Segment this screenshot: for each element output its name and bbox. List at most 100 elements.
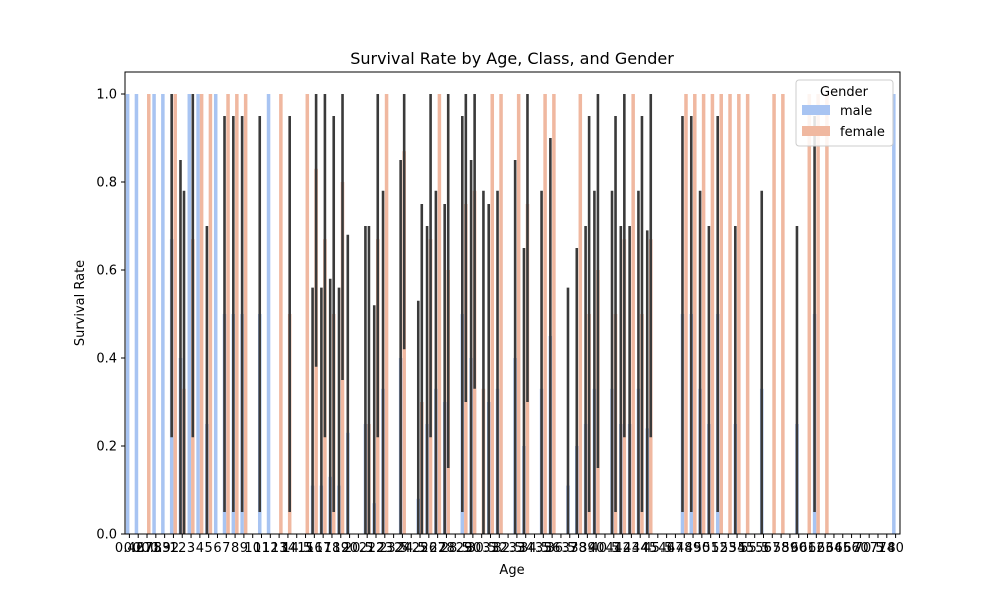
x-tick-label: 35 [535,541,552,556]
x-tick-label: 66 [843,541,860,556]
x-tick-label: 23.5 [379,541,408,556]
bar-female-51 [578,94,583,534]
x-tick-label: 39 [579,541,596,556]
x-tick-label: 36 [544,541,561,556]
x-tick-label: 64 [826,541,843,556]
x-tick-label: 45 [641,541,658,556]
x-tick-label: 0.83 [141,541,170,556]
bar-female-67 [719,94,723,534]
x-tick-label: 4 [196,541,204,556]
bar-female-17 [279,94,283,534]
x-tick-label: 22 [368,541,385,556]
x-tick-label: 24 [394,541,411,556]
x-axis-ticks: 0.420.670.750.830.921 2 3 4 5 6 7 8 910111213141… [115,534,904,556]
bar-female-8 [199,94,204,534]
bar-female-63 [684,94,688,534]
x-tick-label: 20 [341,541,358,556]
x-tick-label: 0.42 [115,541,144,556]
y-tick-label: 0.4 [96,352,117,367]
y-axis-ticks: 0.0 0.2 0.4 0.6 0.8 1.0 [96,88,125,543]
x-tick-label: 28 [438,541,455,556]
bar-male-8 [196,94,200,534]
x-tick-label: 26 [421,541,438,556]
bar-female-79 [825,94,829,534]
bar-female-13 [243,94,248,534]
chart-title: Survival Rate by Age, Class, and Gender [350,49,674,68]
x-tick-label: 31 [482,541,499,556]
x-tick-label: 13 [271,541,288,556]
bar-female-70 [745,94,750,534]
x-tick-label: 12 [262,541,279,556]
x-tick-label: 3 [187,541,195,556]
bar-male-1 [134,94,139,534]
x-tick-label: 80 [887,541,904,556]
x-tick-label: 20.5 [344,541,373,556]
x-tick-label: 15 [297,541,314,556]
x-tick-label: 45.5 [643,541,672,556]
bar-male-87 [892,94,896,534]
x-tick-label: 10 [244,541,261,556]
bar-male-16 [266,94,271,534]
x-tick-label: 53 [720,541,737,556]
x-tick-label: 5 [205,541,213,556]
x-tick-label: 34.5 [520,541,549,556]
x-tick-label: 32.5 [494,541,523,556]
bar-female-69 [737,94,741,534]
x-tick-label: 33 [509,541,526,556]
x-tick-label: 37 [561,541,578,556]
x-tick-label: 19 [332,541,349,556]
y-axis-label: Survival Rate [73,260,88,346]
bar-female-78 [816,94,820,534]
x-tick-label: 29 [456,541,473,556]
x-tick-label: 16 [306,541,323,556]
x-tick-label: 9 [240,541,248,556]
legend-label-male: male [840,104,872,119]
x-tick-label: 56 [755,541,772,556]
x-tick-label: 43 [623,541,640,556]
legend-swatch-female [802,126,830,136]
bar-female-5 [173,94,177,534]
x-tick-label: 0.92 [150,541,179,556]
x-tick-label: 57 [764,541,781,556]
x-tick-label: 25 [412,541,429,556]
x-tick-label: 32 [491,541,508,556]
x-tick-label: 44 [632,541,649,556]
x-tick-label: 48 [676,541,693,556]
x-tick-label: 40 [588,541,605,556]
x-tick-label: 55 [738,541,755,556]
x-tick-label: 70 [852,541,869,556]
legend: Gender male female [795,79,894,147]
x-tick-label: 49 [685,541,702,556]
bar-female-57 [631,94,635,534]
bar-female-29 [384,94,389,534]
x-tick-label: 46 [658,541,675,556]
x-tick-label: 11 [253,541,270,556]
legend-title: Gender [820,85,869,100]
x-tick-label: 24.5 [397,541,426,556]
x-tick-label: 59 [782,541,799,556]
x-tick-label: 27 [429,541,446,556]
bar-male-0 [125,94,130,534]
bar-female-44 [516,94,521,534]
y-tick-label: 0.8 [96,176,117,191]
x-tick-label: 14 [280,541,297,556]
bar-female-41 [490,94,495,534]
plot-frame [124,71,901,535]
x-tick-label: 23 [377,541,394,556]
x-tick-label: 47 [667,541,684,556]
x-tick-label: 8 [231,541,239,556]
bar-male-4 [161,94,165,534]
legend-swatch-male [802,105,830,115]
bar-female-73 [772,94,776,534]
x-tick-label: 7 [222,541,230,556]
bar-female-74 [781,94,785,534]
bar-male-10 [213,94,218,534]
x-tick-label: 28.5 [441,541,470,556]
y-tick-label: 0.0 [96,528,117,543]
x-tick-label: 52 [711,541,728,556]
x-tick-label: 6 [213,541,221,556]
bar-female-65 [701,94,706,534]
x-tick-label: 61 [799,541,816,556]
x-tick-label: 58 [773,541,790,556]
x-tick-label: 18 [324,541,341,556]
